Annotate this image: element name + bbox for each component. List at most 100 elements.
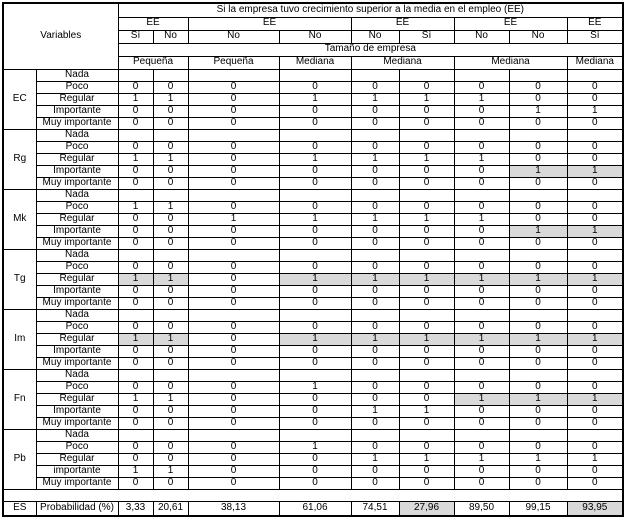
table-row: Importante 0 0 0 0 0 0 0 1 1	[3, 104, 624, 118]
value-cell: 1	[152, 92, 189, 106]
value-cell: 0	[187, 344, 280, 358]
value-cell: 0	[350, 464, 400, 478]
value-cell	[117, 248, 154, 262]
value-cell	[152, 188, 189, 202]
value-cell: 0	[152, 140, 189, 154]
group-label-cell: Pb	[2, 428, 37, 490]
value-cell: 0	[453, 200, 510, 214]
value-cell: 0	[398, 164, 455, 178]
table-row: Poco 0 0 0 0 0 0 0 0 0	[3, 260, 624, 274]
ee-header-cell: EE	[566, 16, 624, 31]
value-cell: 0	[152, 296, 189, 310]
row-label-cell: Regular	[35, 332, 119, 346]
row-label-cell: Nada	[35, 68, 119, 82]
table-row: Regular 1 1 0 1 1 1 1 0 0	[3, 92, 624, 106]
value-cell	[350, 368, 400, 382]
size-cell: Mediana	[278, 55, 352, 70]
value-cell	[152, 128, 189, 142]
group-label-cell: Tg	[2, 248, 37, 310]
value-cell: 1	[152, 332, 189, 346]
value-cell: 1	[278, 92, 352, 106]
value-cell: 0	[278, 416, 352, 430]
value-cell: 0	[278, 80, 352, 94]
value-cell	[453, 188, 510, 202]
value-cell: 0	[508, 476, 568, 490]
value-cell: 0	[350, 320, 400, 334]
value-cell	[278, 128, 352, 142]
row-label-cell: Muy importante	[35, 236, 119, 250]
value-cell: 0	[350, 260, 400, 274]
value-cell: 0	[350, 80, 400, 94]
value-cell: 0	[152, 116, 189, 130]
ee-answer-cell: No	[278, 29, 352, 44]
ee-answer-cell: No	[508, 29, 568, 44]
value-cell	[453, 428, 510, 442]
value-cell: 0	[187, 200, 280, 214]
value-cell: 1	[350, 272, 400, 286]
table-row: Regular 1 1 0 1 1 1 1 1 1	[3, 332, 624, 346]
row-label-cell: Poco	[35, 260, 119, 274]
value-cell: 0	[398, 476, 455, 490]
table-row: Pb Nada	[2, 428, 624, 490]
value-cell	[278, 188, 352, 202]
value-cell	[398, 248, 455, 262]
value-cell	[453, 368, 510, 382]
group-label-cell: Rg	[2, 128, 37, 190]
value-cell: 0	[566, 260, 624, 274]
value-cell: 0	[350, 440, 400, 454]
value-cell: 0	[187, 284, 280, 298]
value-cell: 1	[566, 104, 624, 118]
value-cell	[508, 68, 568, 82]
probability-value-cell: 20,61	[152, 500, 189, 517]
value-cell: 0	[508, 344, 568, 358]
value-cell: 1	[398, 404, 455, 418]
row-label-cell: Muy importante	[35, 116, 119, 130]
value-cell: 0	[508, 320, 568, 334]
value-cell: 0	[278, 464, 352, 478]
value-cell: 0	[453, 416, 510, 430]
value-cell: 0	[508, 260, 568, 274]
value-cell	[117, 428, 154, 442]
value-cell: 0	[508, 464, 568, 478]
value-cell: 0	[566, 212, 624, 226]
value-cell: 0	[453, 476, 510, 490]
value-cell	[278, 248, 352, 262]
value-cell: 1	[453, 332, 510, 346]
value-cell: 0	[350, 392, 400, 406]
value-cell: 0	[453, 296, 510, 310]
value-cell: 0	[566, 380, 624, 394]
value-cell: 0	[187, 476, 280, 490]
value-cell	[566, 188, 624, 202]
value-cell: 0	[187, 140, 280, 154]
value-cell: 1	[508, 392, 568, 406]
table-row: Tg Nada	[2, 248, 624, 310]
value-cell: 1	[398, 332, 455, 346]
value-cell: 1	[117, 332, 154, 346]
value-cell	[278, 368, 352, 382]
value-cell: 0	[453, 344, 510, 358]
table-row: importante 1 1 0 0 0 0 0 0 0	[3, 464, 624, 478]
value-cell: 1	[453, 152, 510, 166]
value-cell: 0	[508, 404, 568, 418]
value-cell: 1	[152, 392, 189, 406]
value-cell: 0	[508, 80, 568, 94]
value-cell	[508, 248, 568, 262]
value-cell: 1	[566, 224, 624, 238]
spacer-cell	[3, 488, 624, 502]
value-cell	[350, 248, 400, 262]
row-label-cell: Regular	[35, 212, 119, 226]
value-cell: 0	[398, 440, 455, 454]
value-cell: 0	[566, 416, 624, 430]
value-cell: 0	[117, 116, 154, 130]
value-cell: 0	[187, 164, 280, 178]
value-cell: 0	[152, 404, 189, 418]
value-cell: 0	[398, 224, 455, 238]
value-cell	[453, 128, 510, 142]
table-row: Variables Si la empresa tuvo crecimiento …	[2, 2, 624, 70]
row-label-cell: Importante	[35, 404, 119, 418]
value-cell: 0	[453, 464, 510, 478]
table-row: Importante 0 0 0 0 0 0 0 1 1	[3, 164, 624, 178]
probability-value-cell: 38,13	[187, 500, 280, 517]
row-label-cell: Regular	[35, 92, 119, 106]
value-cell: 0	[453, 104, 510, 118]
